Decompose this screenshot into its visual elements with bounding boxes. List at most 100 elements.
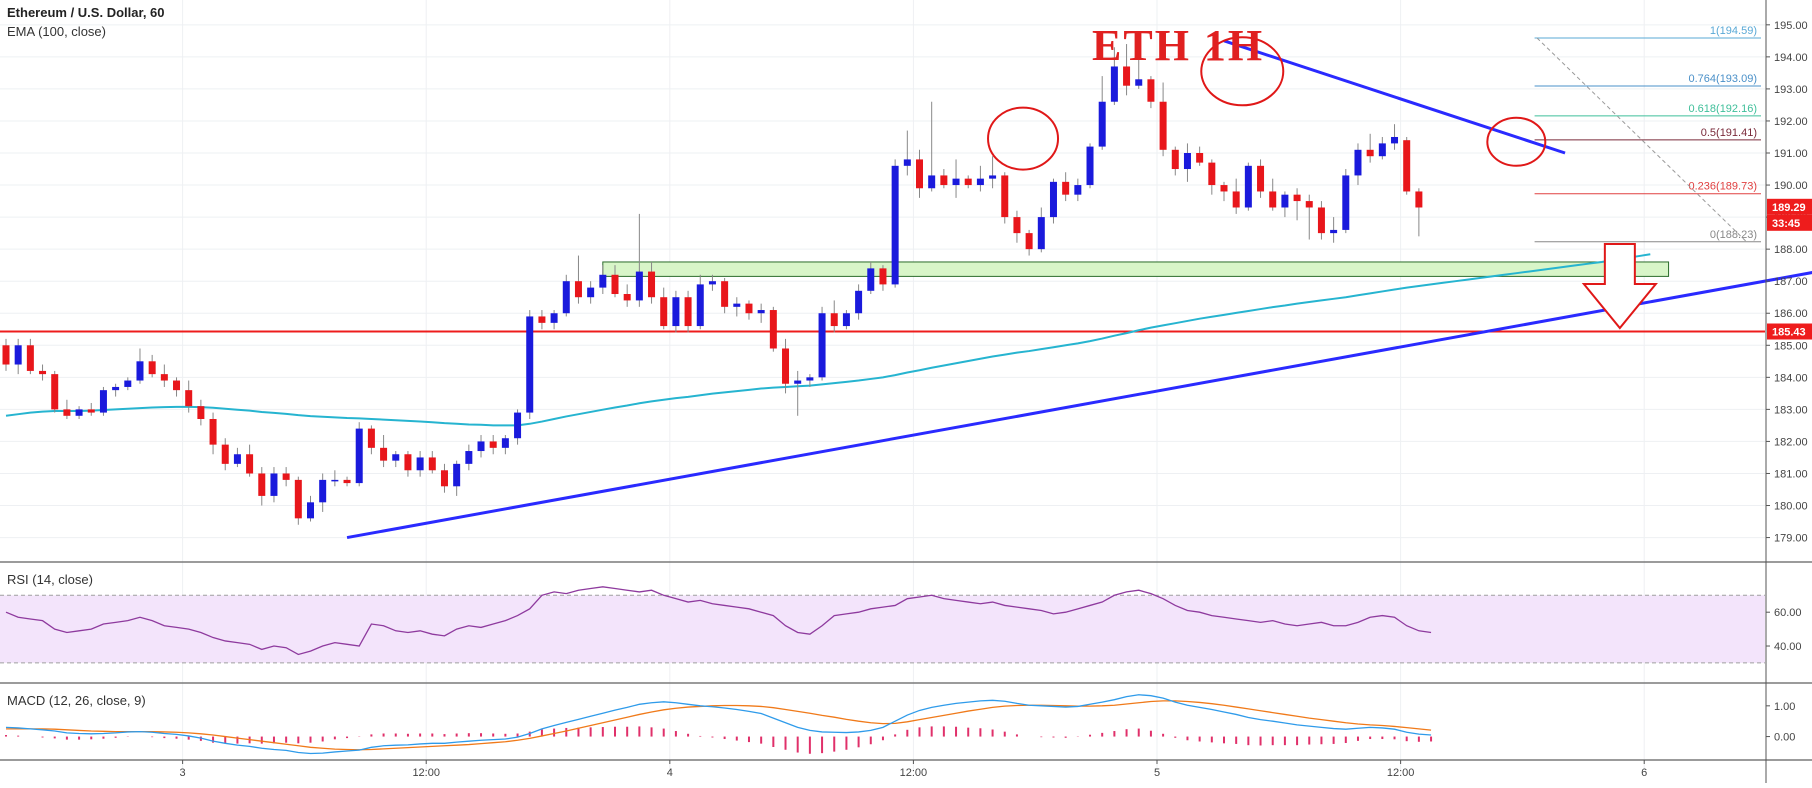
candle	[489, 435, 497, 455]
candle-body	[1269, 191, 1277, 208]
candle	[185, 380, 193, 413]
ema-line	[5, 253, 1651, 427]
candle-body	[976, 178, 984, 186]
candle-body	[2, 345, 10, 365]
candle-body	[599, 274, 607, 288]
candle-body	[696, 284, 704, 327]
candle	[903, 130, 911, 176]
candle-body	[39, 370, 47, 375]
candle	[1183, 143, 1191, 182]
candle-body	[1001, 175, 1009, 218]
candles-layer	[2, 37, 1423, 525]
candle-body	[1123, 66, 1131, 86]
candle-body	[830, 313, 838, 327]
time-axis-label: 5	[1154, 767, 1160, 779]
candle-body	[1293, 194, 1301, 202]
annotation-layer	[987, 36, 1658, 330]
candle	[830, 300, 838, 333]
macd-signal-line	[6, 700, 1432, 751]
candle	[270, 467, 278, 503]
candle-body	[1378, 143, 1386, 157]
candle	[1317, 201, 1325, 240]
candle	[879, 265, 887, 291]
candle	[867, 261, 875, 295]
macd-panel-title: MACD (12, 26, close, 9)	[7, 693, 146, 708]
candle	[294, 476, 302, 525]
candle-body	[1135, 79, 1143, 86]
candle	[160, 364, 168, 387]
candle	[1196, 146, 1204, 166]
candle	[39, 364, 47, 381]
candle	[1098, 76, 1106, 150]
candle-body	[745, 303, 753, 314]
candle-body	[903, 159, 911, 166]
candle-body	[855, 290, 863, 314]
candle-body	[1086, 146, 1094, 186]
candle-body	[879, 268, 887, 285]
candle	[428, 451, 436, 474]
candle	[1086, 143, 1094, 189]
candle	[392, 451, 400, 468]
candle	[1074, 178, 1082, 202]
candle	[1037, 207, 1045, 253]
candle-body	[1220, 185, 1228, 192]
rsi-axis-label: 60.00	[1774, 607, 1802, 619]
candle-body	[1037, 217, 1045, 250]
candle	[696, 274, 704, 330]
candle	[526, 310, 534, 419]
candle	[465, 444, 473, 471]
fib-level-label: 0.5(191.41)	[1701, 127, 1757, 139]
candle-body	[282, 473, 290, 480]
candle	[367, 425, 375, 455]
candle-body	[1013, 217, 1021, 234]
candle-body	[331, 479, 339, 482]
ascending-support-trendline	[346, 271, 1812, 540]
candle-body	[806, 377, 814, 381]
candle	[1147, 76, 1155, 109]
candle	[1001, 172, 1009, 224]
candle-body	[1330, 229, 1338, 234]
price-axis-label: 180.00	[1774, 501, 1808, 513]
candle	[2, 338, 10, 371]
time-axis-label: 12:00	[900, 767, 928, 779]
candle-body	[769, 310, 777, 349]
candle	[1354, 143, 1362, 186]
grid-layer	[0, 0, 1765, 770]
candle	[952, 159, 960, 198]
candle	[806, 374, 814, 387]
candle	[1366, 133, 1374, 163]
candle-body	[1196, 153, 1204, 163]
candle	[794, 370, 802, 416]
candle-body	[465, 451, 473, 464]
candle-body	[136, 361, 144, 381]
candle	[1123, 44, 1131, 96]
price-axis-label: 179.00	[1774, 533, 1808, 545]
candle-body	[1232, 191, 1240, 208]
candle-body	[197, 406, 205, 419]
candle-body	[1391, 136, 1399, 144]
candle-body	[782, 348, 790, 384]
candle	[550, 310, 558, 330]
fib-level-label: 0(188.23)	[1710, 229, 1757, 241]
candle	[891, 159, 899, 288]
candle	[1159, 82, 1167, 157]
candle-body	[416, 457, 424, 471]
candle	[940, 169, 948, 189]
support-price-tag-background	[1767, 323, 1812, 340]
candle	[916, 149, 923, 198]
candle	[1403, 136, 1411, 195]
candle-body	[623, 294, 631, 301]
time-axis-label: 3	[180, 767, 186, 779]
fibonacci-layer: 1(194.59) 0.764(193.09) 0.618(192.16) 0.5(1…	[1534, 25, 1761, 243]
candle	[258, 467, 266, 506]
candle-body	[428, 457, 436, 471]
candle-body	[587, 287, 595, 298]
candle-body	[258, 473, 266, 496]
candle	[1208, 159, 1216, 195]
candle	[416, 451, 424, 477]
candle	[1415, 188, 1423, 237]
candle-body	[160, 374, 168, 381]
